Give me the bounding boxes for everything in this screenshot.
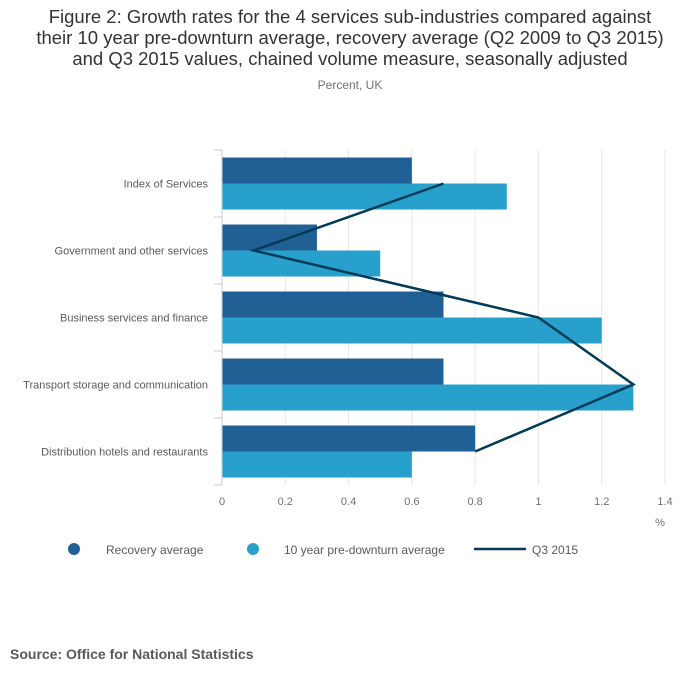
category-label: Transport storage and communication <box>23 380 208 392</box>
bar-10-year-pre-downturn-average <box>222 451 412 478</box>
category-label: Government and other services <box>55 246 209 258</box>
x-tick-label: 1.4 <box>657 496 672 508</box>
source-note: Source: Office for National Statistics <box>10 646 254 662</box>
chart-subtitle: Percent, UK <box>317 78 383 92</box>
x-tick-label: 0.8 <box>467 496 482 508</box>
bar-10-year-pre-downturn-average <box>222 317 602 344</box>
category-label: Index of Services <box>124 179 209 191</box>
legend-marker-10-year-average <box>247 543 259 555</box>
chart-title-line: Figure 2: Growth rates for the 4 service… <box>48 6 652 27</box>
bar-10-year-pre-downturn-average <box>222 384 634 411</box>
legend-label: Recovery average <box>106 543 204 557</box>
x-tick-label: 1 <box>535 496 541 508</box>
bar-recovery-average <box>222 358 444 385</box>
chart-title-line: their 10 year pre-downturn average, reco… <box>36 27 664 48</box>
x-tick-label: 1.2 <box>594 496 609 508</box>
legend-label: 10 year pre-downturn average <box>284 543 445 557</box>
bar-recovery-average <box>222 157 412 184</box>
bar-recovery-average <box>222 291 444 318</box>
legend-marker-recovery-average <box>68 543 80 555</box>
x-tick-label: 0.6 <box>404 496 419 508</box>
line-q3-2015 <box>249 182 636 453</box>
chart-title-line: and Q3 2015 values, chained volume measu… <box>72 48 628 69</box>
chart-title: Figure 2: Growth rates for the 4 service… <box>0 6 700 69</box>
bar-10-year-pre-downturn-average <box>222 250 381 277</box>
legend-label: Q3 2015 <box>532 543 578 557</box>
x-tick-label: 0 <box>219 496 225 508</box>
bar-recovery-average <box>222 224 317 251</box>
bar-recovery-average <box>222 425 476 452</box>
category-label: Distribution hotels and restaurants <box>41 447 208 459</box>
x-axis-label: % <box>655 517 665 529</box>
x-tick-label: 0.4 <box>341 496 356 508</box>
x-tick-label: 0.2 <box>278 496 293 508</box>
bar-10-year-pre-downturn-average <box>222 183 507 210</box>
category-label: Business services and finance <box>60 313 208 325</box>
